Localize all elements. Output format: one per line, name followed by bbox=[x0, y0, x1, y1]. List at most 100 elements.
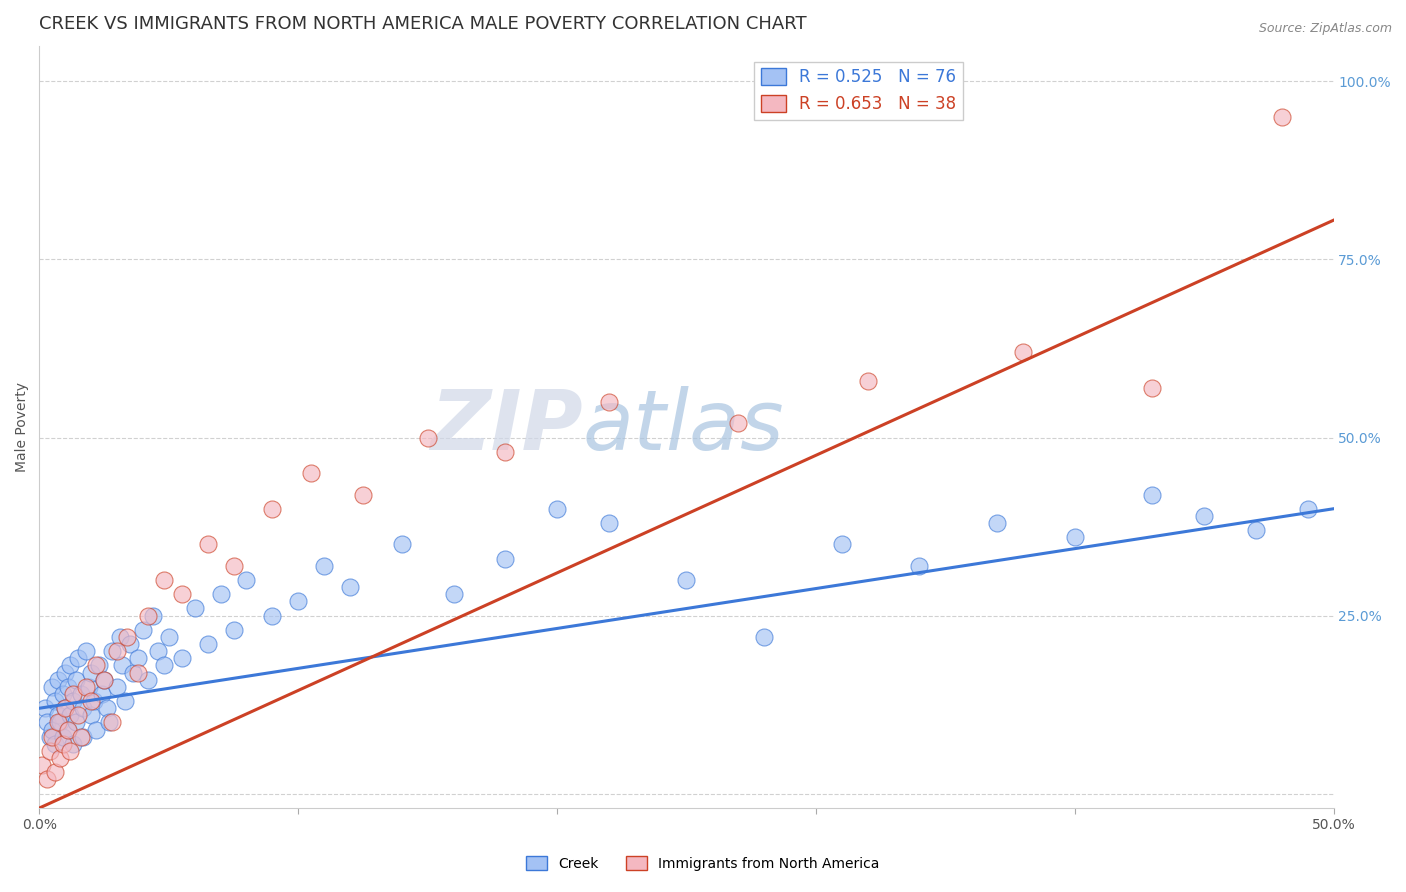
Point bbox=[52, 687, 75, 701]
Point bbox=[86, 658, 108, 673]
Point bbox=[908, 558, 931, 573]
Point bbox=[83, 694, 105, 708]
Point bbox=[391, 537, 413, 551]
Point bbox=[1192, 508, 1215, 523]
Point bbox=[170, 587, 193, 601]
Point bbox=[87, 658, 110, 673]
Point bbox=[299, 466, 322, 480]
Point bbox=[80, 665, 103, 680]
Point bbox=[46, 673, 69, 687]
Point bbox=[986, 516, 1008, 530]
Point bbox=[142, 608, 165, 623]
Point bbox=[44, 765, 66, 780]
Point bbox=[96, 701, 118, 715]
Point bbox=[197, 637, 219, 651]
Point bbox=[1296, 501, 1319, 516]
Point bbox=[101, 715, 124, 730]
Point bbox=[494, 551, 516, 566]
Point bbox=[62, 737, 84, 751]
Point bbox=[152, 658, 174, 673]
Point bbox=[262, 608, 284, 623]
Point bbox=[44, 737, 66, 751]
Point bbox=[37, 715, 59, 730]
Y-axis label: Male Poverty: Male Poverty bbox=[15, 382, 30, 472]
Point bbox=[352, 487, 374, 501]
Point bbox=[93, 673, 115, 687]
Point bbox=[53, 665, 76, 680]
Point bbox=[598, 516, 620, 530]
Point bbox=[49, 715, 72, 730]
Point bbox=[127, 651, 149, 665]
Point bbox=[314, 558, 336, 573]
Point bbox=[67, 708, 90, 723]
Point bbox=[117, 630, 139, 644]
Point bbox=[118, 637, 141, 651]
Point bbox=[56, 723, 79, 737]
Point bbox=[222, 623, 245, 637]
Point bbox=[1142, 381, 1164, 395]
Point bbox=[152, 573, 174, 587]
Point bbox=[65, 673, 87, 687]
Point bbox=[546, 501, 568, 516]
Point bbox=[856, 374, 879, 388]
Point bbox=[41, 723, 63, 737]
Point bbox=[675, 573, 697, 587]
Point bbox=[105, 644, 128, 658]
Point bbox=[598, 395, 620, 409]
Point bbox=[62, 694, 84, 708]
Text: atlas: atlas bbox=[583, 386, 785, 467]
Point bbox=[148, 644, 170, 658]
Point bbox=[38, 744, 60, 758]
Point bbox=[75, 680, 97, 694]
Point bbox=[727, 417, 749, 431]
Point bbox=[34, 701, 56, 715]
Point bbox=[46, 715, 69, 730]
Point bbox=[49, 751, 72, 765]
Point bbox=[494, 444, 516, 458]
Point bbox=[72, 730, 94, 744]
Text: CREEK VS IMMIGRANTS FROM NORTH AMERICA MALE POVERTY CORRELATION CHART: CREEK VS IMMIGRANTS FROM NORTH AMERICA M… bbox=[39, 15, 807, 33]
Point bbox=[72, 701, 94, 715]
Point bbox=[80, 694, 103, 708]
Point bbox=[62, 687, 84, 701]
Point bbox=[136, 608, 159, 623]
Point bbox=[52, 737, 75, 751]
Point bbox=[59, 708, 82, 723]
Point bbox=[41, 730, 63, 744]
Point bbox=[59, 744, 82, 758]
Point bbox=[59, 658, 82, 673]
Point bbox=[93, 673, 115, 687]
Point bbox=[287, 594, 309, 608]
Point bbox=[136, 673, 159, 687]
Point bbox=[1244, 523, 1267, 537]
Point bbox=[752, 630, 775, 644]
Point bbox=[1142, 487, 1164, 501]
Point bbox=[132, 623, 155, 637]
Point bbox=[53, 701, 76, 715]
Point bbox=[65, 715, 87, 730]
Point bbox=[41, 680, 63, 694]
Point bbox=[831, 537, 853, 551]
Point bbox=[86, 723, 108, 737]
Point bbox=[443, 587, 465, 601]
Text: Source: ZipAtlas.com: Source: ZipAtlas.com bbox=[1258, 22, 1392, 36]
Legend: R = 0.525   N = 76, R = 0.653   N = 38: R = 0.525 N = 76, R = 0.653 N = 38 bbox=[754, 62, 963, 120]
Point bbox=[46, 708, 69, 723]
Legend: Creek, Immigrants from North America: Creek, Immigrants from North America bbox=[520, 850, 886, 876]
Point bbox=[44, 694, 66, 708]
Point bbox=[69, 687, 91, 701]
Point bbox=[114, 694, 136, 708]
Point bbox=[1271, 110, 1294, 124]
Text: ZIP: ZIP bbox=[430, 386, 583, 467]
Point bbox=[80, 708, 103, 723]
Point bbox=[416, 430, 439, 444]
Point bbox=[38, 730, 60, 744]
Point bbox=[37, 772, 59, 787]
Point bbox=[121, 665, 143, 680]
Point bbox=[69, 730, 91, 744]
Point bbox=[75, 644, 97, 658]
Point bbox=[1012, 345, 1035, 359]
Point bbox=[197, 537, 219, 551]
Point bbox=[56, 723, 79, 737]
Point bbox=[53, 701, 76, 715]
